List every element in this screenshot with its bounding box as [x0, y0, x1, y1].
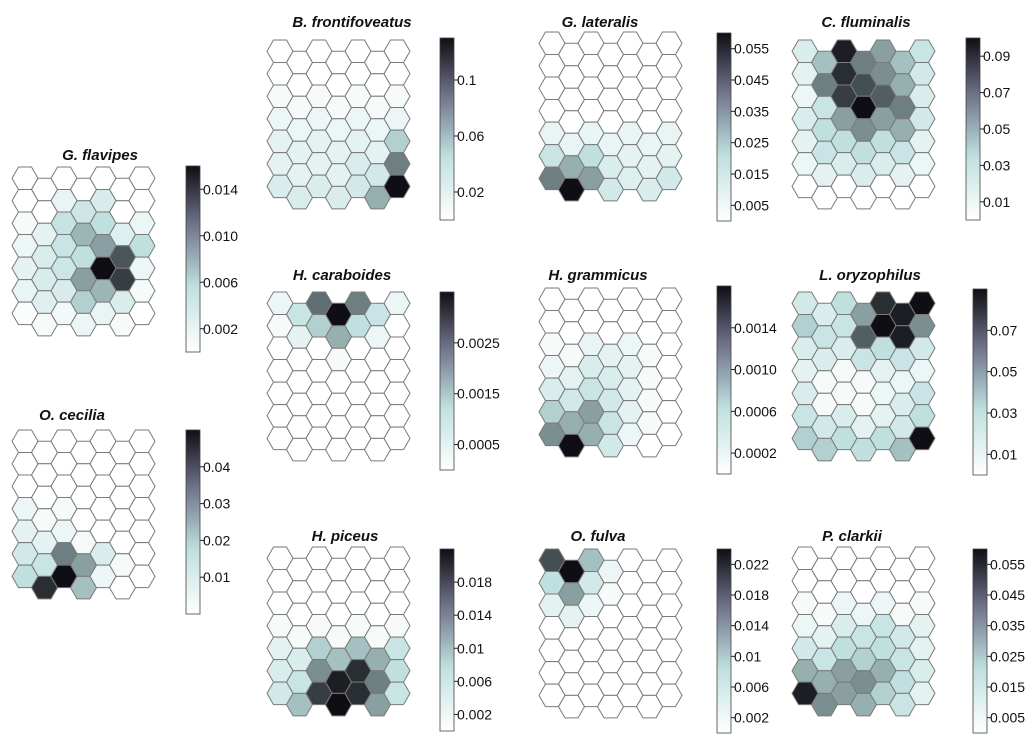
colorbar-tick-label: 0.0014 — [734, 320, 777, 336]
panel-title: C. fluminalis — [821, 14, 910, 31]
som-hex-cell — [128, 564, 156, 589]
colorbar-tick-label: 0.018 — [734, 587, 769, 603]
colorbar-tick-label: 0.045 — [990, 587, 1025, 603]
colorbar-tick-label: 0.01 — [990, 446, 1017, 462]
colorbar-tick-label: 0.02 — [203, 532, 230, 548]
som-panel: H. piceus 0.002 0.006 0.01 0.014 0.018 — [266, 528, 492, 732]
colorbar-tick-label: 0.02 — [457, 184, 484, 200]
colorbar-tick-label: 0.022 — [734, 556, 769, 572]
panel-title: O. fulva — [570, 528, 625, 545]
colorbar-tick-label: 0.002 — [734, 710, 769, 726]
colorbar-tick-label: 0.010 — [203, 228, 238, 244]
panel-title: H. piceus — [312, 528, 379, 545]
som-panel: H. grammicus 0.0002 0.0006 0.0010 0.0014 — [538, 267, 777, 475]
colorbar-tick-label: 0.045 — [734, 72, 769, 88]
colorbar-tick-label: 0.002 — [203, 321, 238, 337]
colorbar-tick-label: 0.01 — [457, 640, 484, 656]
colorbar-tick-label: 0.035 — [734, 103, 769, 119]
colorbar-tick-label: 0.01 — [734, 648, 761, 664]
panel-title: H. grammicus — [548, 267, 647, 284]
som-hex-cell — [908, 174, 936, 199]
colorbar-tick-label: 0.0015 — [457, 386, 500, 402]
colorbar-tick-label: 0.014 — [457, 607, 492, 623]
colorbar — [965, 37, 981, 221]
som-hex-cell — [655, 422, 683, 447]
colorbar-tick-label: 0.01 — [203, 569, 230, 585]
colorbar — [716, 32, 732, 222]
som-hex-cell — [383, 681, 411, 706]
panel-title: G. flavipes — [62, 147, 138, 164]
colorbar-tick-label: 0.006 — [457, 673, 492, 689]
colorbar-tick-label: 0.0010 — [734, 362, 777, 378]
colorbar-tick-label: 0.0002 — [734, 445, 777, 461]
colorbar-tick-label: 0.03 — [203, 496, 230, 512]
colorbar-tick-label: 0.04 — [203, 459, 230, 475]
colorbar-tick-label: 0.05 — [990, 364, 1017, 380]
panel-title: L. oryzophilus — [819, 267, 921, 284]
colorbar — [716, 548, 732, 734]
som-hex-cell — [908, 426, 936, 451]
colorbar-tick-label: 0.014 — [734, 618, 769, 634]
panel-title: G. lateralis — [562, 14, 639, 31]
colorbar-tick-label: 0.0025 — [457, 335, 500, 351]
colorbar-tick-label: 0.006 — [734, 679, 769, 695]
som-panel: O. fulva 0.002 0.006 0.01 0.014 0.018 0.022 — [538, 528, 769, 734]
colorbar — [972, 548, 988, 734]
colorbar-tick-label: 0.055 — [990, 556, 1025, 572]
colorbar-tick-label: 0.005 — [990, 710, 1025, 726]
colorbar — [439, 548, 455, 732]
colorbar-tick-label: 0.025 — [990, 648, 1025, 664]
som-panel: B. frontifoveatus 0.02 0.06 0.1 — [266, 14, 484, 221]
colorbar-tick-label: 0.06 — [457, 128, 484, 144]
colorbar-tick-label: 0.015 — [734, 166, 769, 182]
colorbar-tick-label: 0.03 — [990, 405, 1017, 421]
colorbar-tick-label: 0.006 — [203, 274, 238, 290]
colorbar-tick-label: 0.055 — [734, 41, 769, 57]
som-panel: C. fluminalis 0.01 0.03 0.05 0.07 0.09 — [791, 14, 1010, 221]
som-hex-cell — [128, 301, 156, 326]
som-hex-cell — [655, 166, 683, 191]
colorbar-tick-label: 0.005 — [734, 197, 769, 213]
colorbar — [716, 285, 732, 475]
colorbar-tick-label: 0.035 — [990, 618, 1025, 634]
colorbar-tick-label: 0.03 — [983, 157, 1010, 173]
colorbar-tick-label: 0.015 — [990, 679, 1025, 695]
som-hex-cell — [655, 683, 683, 708]
panel-title: H. caraboides — [293, 267, 391, 284]
colorbar-tick-label: 0.0006 — [734, 403, 777, 419]
colorbar-tick-label: 0.07 — [990, 322, 1017, 338]
som-hex-cell — [383, 426, 411, 451]
som-hex-cell — [383, 174, 411, 199]
colorbar — [185, 429, 201, 615]
colorbar-tick-label: 0.01 — [983, 194, 1010, 210]
colorbar — [185, 165, 201, 353]
panel-title: O. cecilia — [39, 407, 105, 424]
colorbar-tick-label: 0.018 — [457, 574, 492, 590]
colorbar-tick-label: 0.025 — [734, 135, 769, 151]
panel-title: B. frontifoveatus — [292, 14, 411, 31]
colorbar-tick-label: 0.07 — [983, 85, 1010, 101]
som-hex-cell — [908, 681, 936, 706]
som-panel: P. clarkii 0.005 0.015 0.025 0.035 0.045 0.055 — [791, 528, 1025, 734]
colorbar-tick-label: 0.09 — [983, 48, 1010, 64]
colorbar-tick-label: 0.014 — [203, 181, 238, 197]
colorbar — [439, 37, 455, 221]
colorbar-tick-label: 0.0005 — [457, 437, 500, 453]
som-panel: H. caraboides 0.0005 0.0015 0.0025 — [266, 267, 500, 471]
som-panel: G. lateralis 0.005 0.015 0.025 0.035 0.045 0.0… — [538, 14, 769, 222]
colorbar-tick-label: 0.002 — [457, 706, 492, 722]
som-panel: O. cecilia 0.01 0.02 0.03 0.04 — [11, 407, 230, 615]
panel-title: P. clarkii — [822, 528, 883, 545]
colorbar — [439, 291, 455, 471]
som-panel: L. oryzophilus 0.01 0.03 0.05 0.07 — [791, 267, 1017, 476]
colorbar — [972, 288, 988, 476]
som-panel: G. flavipes 0.002 0.006 0.010 0.014 — [11, 147, 238, 353]
colorbar-tick-label: 0.05 — [983, 121, 1010, 137]
colorbar-tick-label: 0.1 — [457, 72, 477, 88]
